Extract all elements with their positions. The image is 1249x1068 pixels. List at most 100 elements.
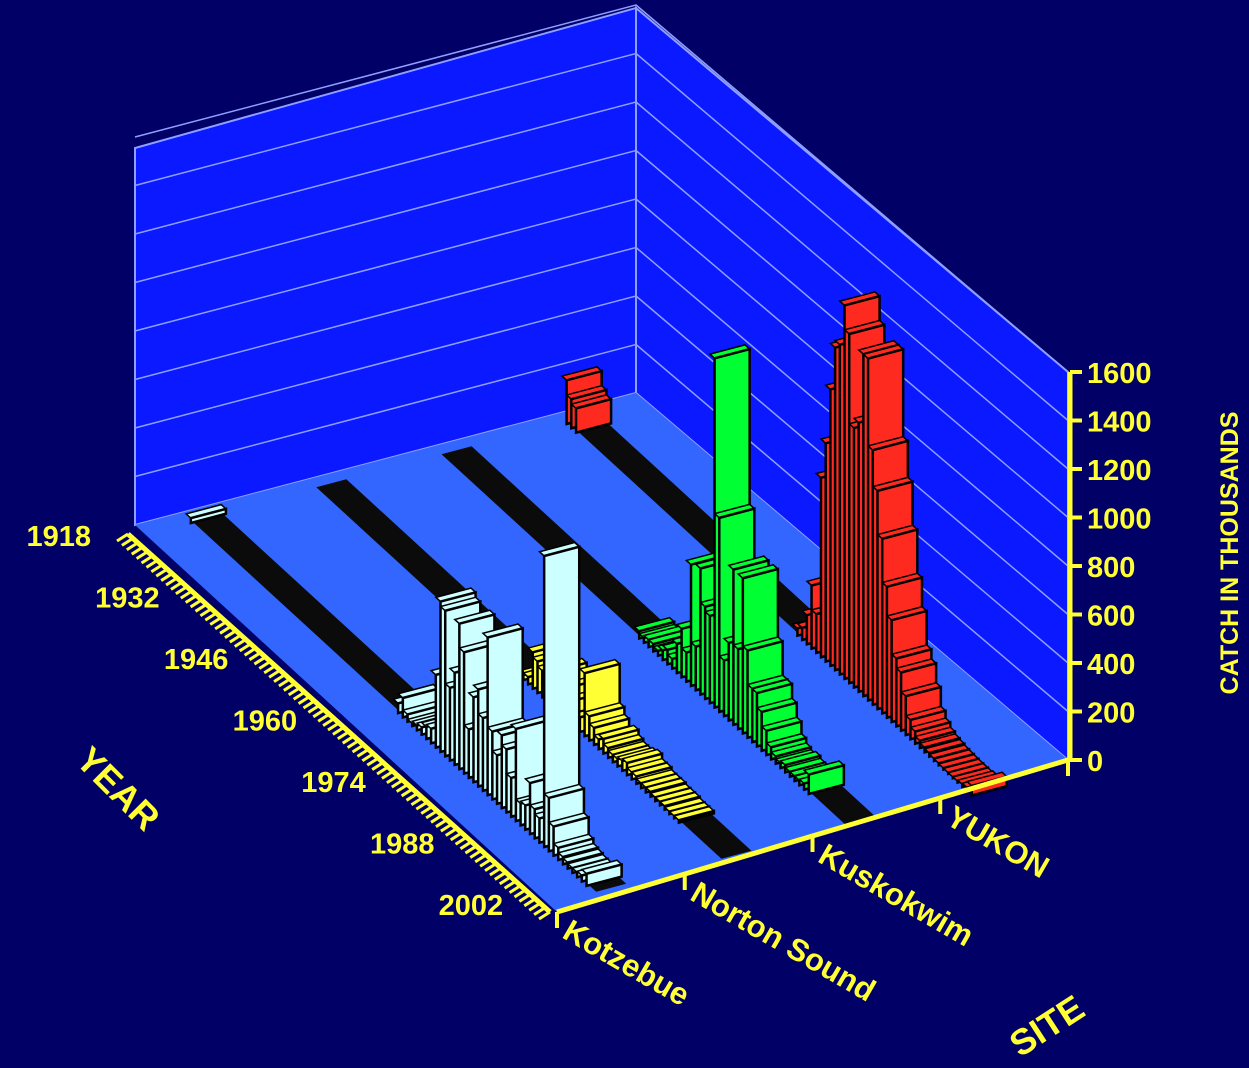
bar-kotzebue-1918 <box>184 503 228 525</box>
year-minor-tick <box>351 743 365 754</box>
year-minor-tick <box>307 704 321 714</box>
year-minor-tick <box>219 625 232 635</box>
year-axis-title: YEAR <box>68 739 168 839</box>
year-minor-tick <box>479 857 492 868</box>
year-minor-tick <box>214 620 227 631</box>
gridline <box>134 343 1069 713</box>
year-minor-tick <box>327 721 340 732</box>
gridline <box>134 101 1069 470</box>
z-tick-label: 1400 <box>1087 407 1152 439</box>
year-minor-tick <box>425 809 438 820</box>
year-minor-tick <box>366 756 380 767</box>
year-minor-tick <box>361 752 375 763</box>
year-minor-tick <box>513 888 527 899</box>
year-minor-tick <box>179 589 193 600</box>
gridline <box>134 295 1069 664</box>
year-minor-tick <box>278 677 291 688</box>
year-minor-tick <box>420 805 434 815</box>
year-minor-tick <box>449 831 463 842</box>
year-minor-tick <box>400 787 414 798</box>
year-minor-tick <box>538 910 551 921</box>
year-minor-tick <box>484 862 497 872</box>
z-tick-labels: 0 200 400 600 800 1000 1200 1400 1600 <box>1070 358 1152 778</box>
year-minor-tick <box>395 783 409 793</box>
year-minor-tick <box>248 651 262 661</box>
z-tick-label: 1000 <box>1087 504 1152 536</box>
year-minor-tick <box>469 849 483 859</box>
year-minor-tick <box>533 906 546 916</box>
z-tick-label: 200 <box>1087 698 1135 730</box>
year-minor-tick <box>160 572 173 582</box>
z-axis-title: CATCH IN THOUSANDS <box>1216 412 1244 695</box>
bar-yukon-1920 <box>569 393 613 435</box>
z-tick-label: 600 <box>1087 601 1135 633</box>
year-minor-tick <box>435 818 448 828</box>
year-minor-tick <box>356 748 370 758</box>
year-tick-label: 2002 <box>439 890 504 922</box>
site-label-yukon: YUKON <box>941 799 1055 885</box>
year-minor-tick <box>454 836 468 846</box>
year-minor-tick <box>253 655 267 666</box>
year-minor-tick <box>243 647 257 657</box>
year-tick-label: 1946 <box>164 644 229 676</box>
site-axis-title: SITE <box>1002 987 1091 1065</box>
z-tick-label: 0 <box>1087 746 1103 778</box>
year-minor-tick <box>150 563 164 574</box>
year-minor-tick <box>528 901 541 912</box>
year-minor-tick <box>135 550 149 560</box>
gridline <box>134 52 1069 422</box>
year-minor-tick <box>337 730 350 741</box>
z-tick-label: 800 <box>1087 552 1135 584</box>
year-minor-tick <box>523 897 537 908</box>
year-minor-tick <box>332 726 345 736</box>
year-minor-tick <box>224 629 237 639</box>
bars <box>184 290 1009 888</box>
year-minor-tick <box>508 884 522 894</box>
year-minor-tick <box>489 866 502 877</box>
year-tick-label: 1960 <box>233 706 298 738</box>
year-minor-tick <box>494 871 507 881</box>
year-minor-tick <box>258 660 272 670</box>
year-minor-tick <box>410 796 424 806</box>
year-minor-tick <box>440 822 453 833</box>
year-tick-label: 1988 <box>370 829 435 861</box>
year-minor-tick <box>317 712 330 723</box>
year-minor-tick <box>209 616 223 626</box>
year-minor-tick <box>233 638 247 648</box>
bar-norton-sound-1995 <box>672 805 716 825</box>
year-minor-tick <box>126 541 139 552</box>
year-minor-tick <box>155 567 169 578</box>
bar-kotzebue-2002 <box>580 859 624 888</box>
year-minor-tick <box>194 603 208 613</box>
z-tick-label: 1600 <box>1087 358 1152 390</box>
wall-gridlines <box>134 4 1069 713</box>
year-minor-tick <box>386 774 399 785</box>
year-minor-tick <box>130 545 144 556</box>
gridline <box>134 149 1069 519</box>
year-minor-tick <box>376 765 389 776</box>
year-minor-tick <box>498 875 512 886</box>
year-minor-tick <box>184 594 198 604</box>
year-minor-tick <box>346 739 360 749</box>
axes <box>116 372 1073 928</box>
year-minor-tick <box>503 879 517 890</box>
year-minor-tick <box>390 778 404 789</box>
year-minor-tick <box>170 581 183 591</box>
site-label-kotzebue: Kotzebue <box>557 913 695 1013</box>
year-minor-tick <box>430 814 443 824</box>
year-minor-tick <box>175 585 188 596</box>
year-minor-tick <box>302 699 316 710</box>
year-minor-tick <box>444 827 458 837</box>
year-tick-label: 1932 <box>95 583 160 615</box>
bar-kuskokwim-1996 <box>802 759 846 796</box>
year-minor-tick <box>464 844 478 855</box>
bar-kotzebue-1993 <box>537 541 581 849</box>
year-minor-tick <box>474 853 488 864</box>
year-minor-tick <box>165 576 178 587</box>
year-minor-tick <box>381 770 394 780</box>
year-minor-tick <box>292 690 306 701</box>
site-label-norton-sound: Norton Sound <box>685 875 881 1009</box>
year-minor-tick <box>273 673 286 683</box>
year-minor-tick <box>121 537 134 547</box>
